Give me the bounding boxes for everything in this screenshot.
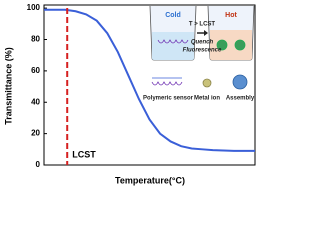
- fluorescence-label: Fluorescence: [183, 48, 222, 54]
- line: [44, 8, 255, 152]
- lcst-label: LCST: [72, 149, 96, 159]
- arrow-head: [204, 30, 208, 36]
- ion-icon: [202, 78, 212, 88]
- cold-label: Cold: [165, 12, 181, 19]
- x-axis-title: Temperature(°C): [115, 175, 185, 185]
- hot-water: [210, 30, 252, 60]
- plot-frame: [43, 4, 256, 166]
- quench-label: Quench: [191, 40, 214, 46]
- cold-water: [152, 32, 194, 60]
- y-tick-label: 60: [31, 66, 40, 75]
- sensor-label: Polymeric sensor: [143, 96, 194, 102]
- hot-assembly: [234, 39, 246, 51]
- hot-assembly: [216, 39, 228, 51]
- y-tick-label: 40: [31, 97, 40, 106]
- illustration: [149, 5, 255, 90]
- ion-label: Metal ion: [194, 96, 220, 102]
- arrow-label: T > LCST: [189, 22, 216, 28]
- y-axis-title: Transmittance (%): [3, 47, 13, 125]
- y-tick-label: 20: [31, 129, 40, 138]
- assembly-label: Assembly: [226, 96, 255, 102]
- y-tick-label: 80: [31, 35, 40, 44]
- cold-polymer: [157, 39, 189, 44]
- y-tick-label: 100: [27, 3, 41, 12]
- y-tick-label: 0: [36, 160, 41, 169]
- sensor-icon: [151, 81, 183, 86]
- assembly-icon: [232, 74, 248, 90]
- chart: Transmittance (%) Temperature(°C) Cold H…: [3, 3, 256, 185]
- hot-label: Hot: [225, 12, 237, 19]
